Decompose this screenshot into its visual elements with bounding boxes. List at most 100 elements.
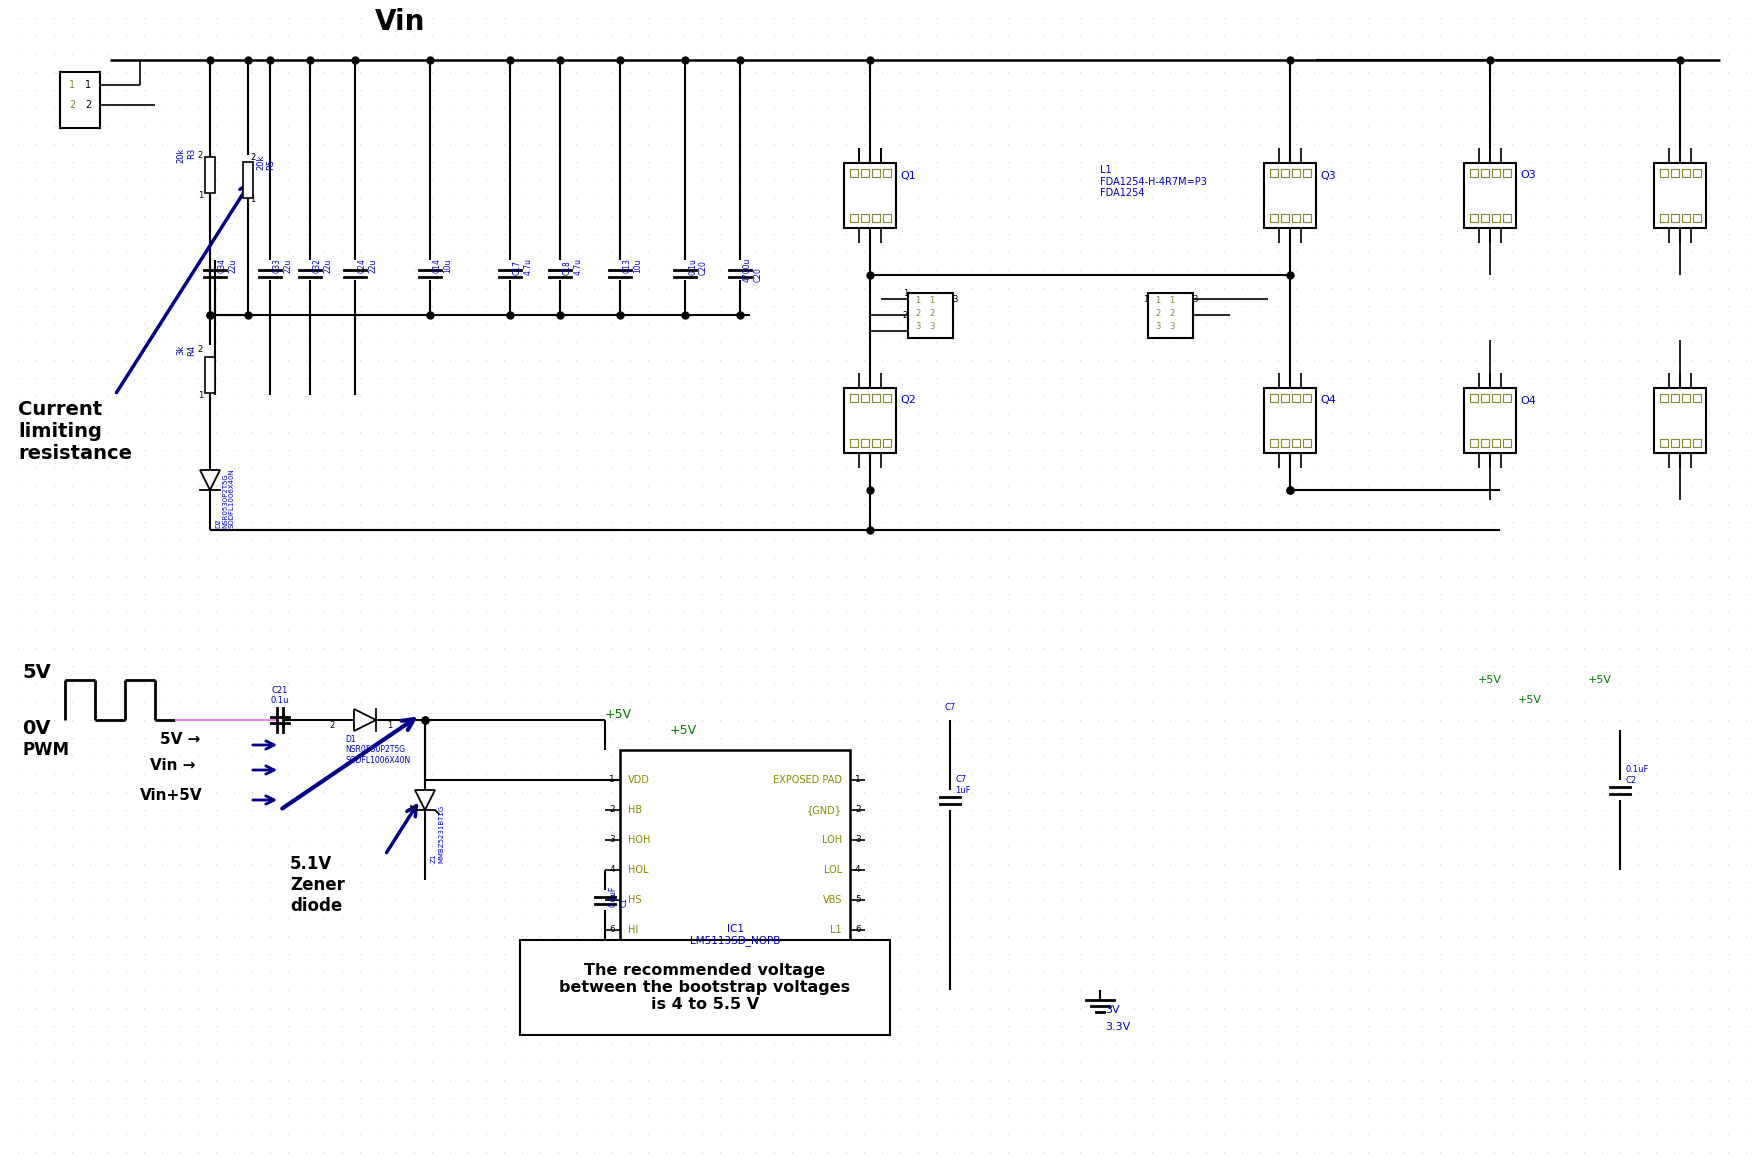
Text: 2: 2 (915, 309, 920, 318)
Text: 1: 1 (387, 720, 392, 730)
Text: 4: 4 (855, 866, 860, 875)
Text: 2: 2 (929, 309, 934, 318)
Text: +5V: +5V (669, 724, 697, 737)
Bar (205, 157, 215, 193)
Text: 3.3V: 3.3V (1106, 1023, 1130, 1032)
Bar (1465, 163, 1515, 228)
Text: 2: 2 (329, 720, 335, 730)
Text: +5V: +5V (1587, 675, 1612, 686)
Text: 5V: 5V (23, 662, 51, 681)
Polygon shape (354, 709, 377, 731)
Text: C24
22u: C24 22u (357, 258, 377, 273)
Bar (1263, 387, 1316, 452)
Bar (620, 749, 850, 960)
Text: 2: 2 (1169, 309, 1174, 318)
Text: 5V →: 5V → (159, 732, 200, 747)
Text: 2: 2 (68, 100, 75, 110)
Text: EXPOSED PAD: EXPOSED PAD (773, 775, 843, 786)
Text: 6: 6 (855, 925, 860, 934)
Polygon shape (200, 469, 221, 490)
Text: C33
22u: C33 22u (273, 258, 293, 273)
Text: 1: 1 (198, 191, 203, 200)
Bar (844, 387, 895, 452)
Text: HI: HI (627, 925, 638, 935)
Text: Q3: Q3 (1319, 171, 1335, 180)
Text: LOH: LOH (822, 835, 843, 845)
Bar (1654, 163, 1706, 228)
Text: 2: 2 (251, 152, 256, 162)
Text: 3: 3 (1155, 322, 1160, 331)
Text: HB: HB (627, 805, 643, 815)
Text: Vin →: Vin → (151, 758, 196, 773)
Text: 5: 5 (855, 896, 860, 904)
Text: HOL: HOL (627, 865, 648, 875)
Text: L1: L1 (830, 925, 843, 935)
Bar (1263, 163, 1316, 228)
Text: C34
22u: C34 22u (217, 258, 238, 273)
Text: Z1
MMBZ5231BT1G: Z1 MMBZ5231BT1G (431, 805, 443, 863)
Text: C17
4.7u: C17 4.7u (513, 258, 533, 275)
Text: 1: 1 (251, 195, 256, 205)
Text: 6: 6 (610, 925, 615, 934)
Text: 3: 3 (1191, 294, 1197, 303)
Text: IC1
LM5113SD_NOPB: IC1 LM5113SD_NOPB (690, 924, 780, 946)
Text: 2: 2 (610, 805, 615, 815)
Text: 2: 2 (855, 805, 860, 815)
Bar (60, 72, 100, 128)
Text: +5V: +5V (1479, 675, 1501, 686)
Text: +5V: +5V (604, 709, 632, 722)
Text: O3: O3 (1521, 171, 1537, 180)
Text: 1: 1 (610, 775, 615, 784)
Text: 1: 1 (1169, 296, 1174, 304)
Text: 1: 1 (1155, 296, 1160, 304)
Text: C32
22u: C32 22u (314, 258, 333, 273)
Text: Vin+5V: Vin+5V (140, 788, 203, 803)
Text: C7: C7 (944, 703, 955, 712)
Text: 1: 1 (902, 288, 908, 297)
Polygon shape (415, 790, 434, 810)
Text: 4: 4 (610, 866, 615, 875)
Bar (844, 163, 895, 228)
Text: The recommended voltage
between the bootstrap voltages
is 4 to 5.5 V: The recommended voltage between the boot… (559, 962, 850, 1012)
Text: 0.1u
C20: 0.1u C20 (689, 258, 708, 275)
Bar (205, 357, 215, 393)
Text: 0.1uF
C2: 0.1uF C2 (1626, 766, 1649, 784)
Text: 1: 1 (84, 80, 91, 89)
Text: VDD: VDD (627, 775, 650, 786)
Text: 3: 3 (951, 294, 957, 303)
Bar (908, 293, 953, 337)
Text: C13
10u: C13 10u (624, 258, 643, 273)
Text: 5.1V
Zener
diode: 5.1V Zener diode (291, 855, 345, 914)
Text: 20k
R5: 20k R5 (256, 155, 275, 171)
Text: PWM: PWM (23, 741, 68, 759)
Text: 4700u
C20: 4700u C20 (743, 258, 762, 282)
Text: Current
limiting
resistance: Current limiting resistance (18, 400, 131, 462)
Text: 2: 2 (198, 345, 203, 354)
Bar (1465, 387, 1515, 452)
Text: C21
0.1u: C21 0.1u (272, 686, 289, 705)
Text: 2: 2 (84, 100, 91, 110)
Text: 0.1uF
C1: 0.1uF C1 (610, 885, 629, 908)
Text: 3: 3 (915, 322, 922, 331)
Text: L1
FDA1254-H-4R7M=P3
FDA1254: L1 FDA1254-H-4R7M=P3 FDA1254 (1100, 165, 1207, 199)
Text: Q4: Q4 (1319, 395, 1335, 406)
Text: {GND}: {GND} (808, 805, 843, 815)
Text: 2: 2 (1155, 309, 1160, 318)
Text: 1: 1 (855, 775, 860, 784)
Text: 3: 3 (1169, 322, 1174, 331)
Text: 1: 1 (1142, 294, 1148, 303)
Text: 3k
R4: 3k R4 (177, 345, 196, 356)
Text: 5: 5 (610, 896, 615, 904)
Text: 1: 1 (68, 80, 75, 89)
Text: Q1: Q1 (901, 171, 916, 180)
Bar (244, 162, 252, 198)
Text: 2: 2 (198, 151, 203, 159)
Bar (1148, 293, 1193, 337)
Text: 3V: 3V (1106, 1005, 1120, 1014)
Text: HS: HS (627, 895, 641, 905)
Text: VBS: VBS (823, 895, 843, 905)
Text: LOL: LOL (823, 865, 843, 875)
Text: 3: 3 (610, 835, 615, 845)
Text: O4: O4 (1521, 395, 1537, 406)
Text: 1: 1 (198, 390, 203, 400)
